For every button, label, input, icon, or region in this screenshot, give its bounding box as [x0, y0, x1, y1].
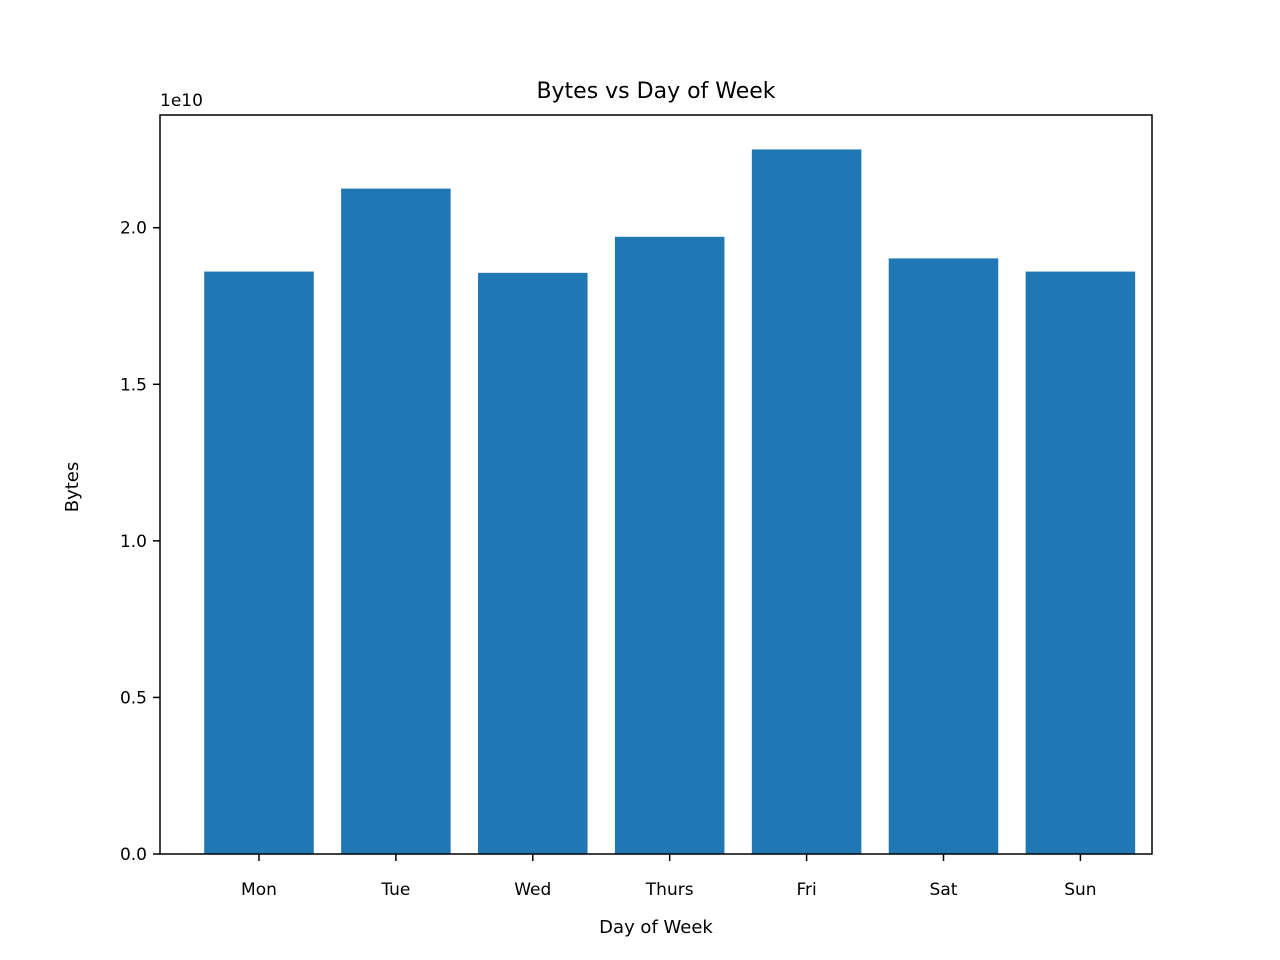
- x-tick-label-sat: Sat: [930, 880, 958, 900]
- y-scale-label: 1e10: [160, 91, 203, 111]
- x-tick-label-mon: Mon: [241, 880, 277, 900]
- chart-title: Bytes vs Day of Week: [536, 79, 775, 104]
- y-tick-label: 1.0: [120, 532, 147, 552]
- plot-frame: [159, 114, 1153, 855]
- x-tick-label-wed: Wed: [514, 880, 551, 900]
- y-axis-label: Bytes: [62, 462, 83, 513]
- bar-wed: [478, 272, 588, 855]
- y-tick-label: 0.0: [120, 845, 147, 865]
- bar-fri: [751, 149, 862, 854]
- bar-tue: [341, 188, 451, 855]
- x-tick-label-sun: Sun: [1064, 880, 1096, 900]
- y-tick-label: 0.5: [120, 688, 147, 708]
- x-tick-label-tue: Tue: [380, 880, 410, 900]
- x-axis-ticks: Mon Tue Wed Thurs Fri Sat Sun: [241, 854, 1097, 900]
- y-tick-label: 2.0: [120, 219, 147, 239]
- x-tick-label-fri: Fri: [796, 880, 816, 900]
- y-tick-label: 1.5: [120, 375, 147, 395]
- y-axis-ticks: 0.0 0.5 1.0 1.5 2.0: [120, 219, 160, 865]
- bar-mon: [204, 271, 314, 854]
- bar-sat: [888, 258, 999, 854]
- bar-thurs: [614, 236, 725, 854]
- bars-group: [204, 149, 1136, 855]
- bar-sun: [1025, 271, 1136, 854]
- x-axis-label: Day of Week: [599, 917, 713, 938]
- x-tick-label-thurs: Thurs: [645, 880, 694, 900]
